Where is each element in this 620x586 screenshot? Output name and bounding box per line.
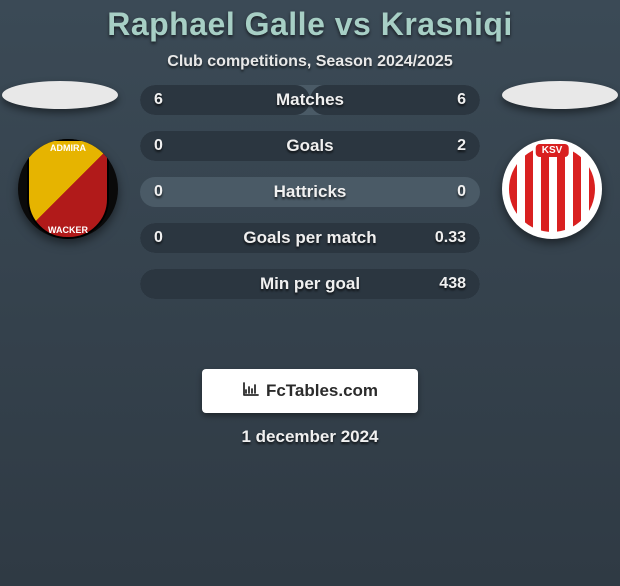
stat-value-right: 6 [457, 91, 466, 109]
stat-value-right: 0 [457, 183, 466, 201]
stat-label: Goals per match [243, 228, 376, 248]
club-crest-left: ADMIRA WACKER [27, 139, 109, 239]
stat-row: 0 Hattricks 0 [140, 177, 480, 207]
player-right-avatar-placeholder [502, 81, 618, 109]
club-badge-right: KSV [502, 139, 602, 239]
player-left-area [0, 81, 120, 141]
stat-row: 6 Matches 6 [140, 85, 480, 115]
crest-left-top-text: ADMIRA [29, 143, 107, 153]
stat-value-left: 0 [154, 183, 163, 201]
brand-box: FcTables.com [202, 369, 418, 413]
club-crest-right: KSV [509, 146, 595, 232]
stat-row: Min per goal 438 [140, 269, 480, 299]
stat-value-right: 0.33 [435, 229, 466, 247]
stat-label: Goals [286, 136, 333, 156]
date-text: 1 december 2024 [0, 427, 620, 447]
stat-value-right: 438 [439, 275, 466, 293]
player-right-area [500, 81, 620, 141]
crest-left-bottom-text: WACKER [29, 225, 107, 235]
stat-row: 0 Goals 2 [140, 131, 480, 161]
stat-row: 0 Goals per match 0.33 [140, 223, 480, 253]
stat-label: Min per goal [260, 274, 360, 294]
stat-value-left: 0 [154, 137, 163, 155]
stat-label: Matches [276, 90, 344, 110]
stat-value-left: 0 [154, 229, 163, 247]
player-left-avatar-placeholder [2, 81, 118, 109]
stat-value-left: 6 [154, 91, 163, 109]
club-badge-left: ADMIRA WACKER [18, 139, 118, 239]
stat-bars: 6 Matches 6 0 Goals 2 0 Hattricks 0 0 Goals per ma… [140, 85, 480, 315]
crest-right-text: KSV [536, 144, 569, 157]
stat-label: Hattricks [274, 182, 347, 202]
stat-value-right: 2 [457, 137, 466, 155]
subtitle: Club competitions, Season 2024/2025 [0, 53, 620, 71]
chart-icon [242, 380, 260, 403]
comparison-stage: ADMIRA WACKER KSV 6 Matches 6 0 Goals 2 0 Hattr… [0, 89, 620, 349]
page-title: Raphael Galle vs Krasniqi [0, 6, 620, 43]
brand-text: FcTables.com [266, 381, 378, 401]
